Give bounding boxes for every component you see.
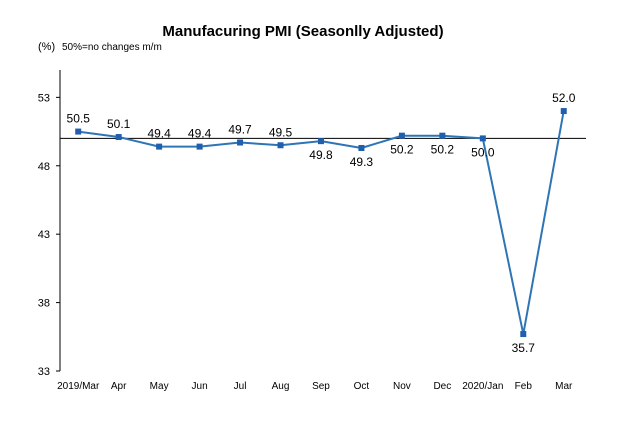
x-tick-label: Dec bbox=[433, 381, 451, 392]
data-label: 50.1 bbox=[107, 117, 131, 131]
data-label: 49.8 bbox=[309, 148, 333, 162]
data-point bbox=[277, 142, 284, 149]
y-tick-label: 48 bbox=[38, 161, 50, 173]
data-label: 49.7 bbox=[228, 123, 252, 137]
x-tick-label: Mar bbox=[555, 381, 573, 392]
data-label: 49.3 bbox=[350, 155, 374, 169]
x-tick-label: Sep bbox=[312, 381, 330, 392]
data-label: 49.4 bbox=[188, 127, 212, 141]
data-point bbox=[479, 135, 486, 142]
data-label: 50.2 bbox=[390, 143, 414, 157]
data-point bbox=[237, 139, 244, 146]
x-tick-label: Jul bbox=[234, 381, 247, 392]
y-axis-unit: (%) bbox=[38, 41, 55, 53]
y-tick-label: 38 bbox=[38, 298, 50, 310]
x-tick-label: May bbox=[150, 381, 169, 392]
data-label: 35.7 bbox=[512, 341, 536, 355]
data-label: 50.0 bbox=[471, 145, 495, 159]
y-tick-label: 43 bbox=[38, 229, 50, 241]
data-point bbox=[439, 132, 446, 139]
x-tick-label: Jun bbox=[192, 381, 208, 392]
y-tick-label: 53 bbox=[38, 92, 50, 104]
data-label: 49.4 bbox=[147, 127, 171, 141]
data-point bbox=[560, 108, 567, 115]
x-tick-label: Nov bbox=[393, 381, 411, 392]
data-point bbox=[358, 144, 365, 151]
chart-title: Manufacuring PMI (Seasonlly Adjusted) bbox=[162, 23, 443, 40]
data-point bbox=[196, 143, 203, 150]
data-label: 49.5 bbox=[269, 125, 293, 139]
data-label: 50.2 bbox=[431, 143, 455, 157]
data-point bbox=[115, 134, 122, 141]
data-label: 50.5 bbox=[67, 112, 91, 126]
x-tick-label: Oct bbox=[354, 381, 370, 392]
y-tick-label: 33 bbox=[38, 366, 50, 378]
x-tick-label: 2020/Jan bbox=[462, 381, 503, 392]
x-tick-label: 2019/Mar bbox=[57, 381, 100, 392]
data-point bbox=[398, 132, 405, 139]
x-tick-label: Apr bbox=[111, 381, 127, 392]
data-label: 52.0 bbox=[552, 91, 576, 105]
data-point bbox=[156, 143, 163, 150]
data-point bbox=[317, 138, 324, 145]
data-point bbox=[75, 128, 82, 135]
x-tick-label: Feb bbox=[515, 381, 533, 392]
x-tick-label: Aug bbox=[272, 381, 290, 392]
baseline-note: 50%=no changes m/m bbox=[62, 42, 162, 53]
data-point bbox=[520, 331, 527, 338]
